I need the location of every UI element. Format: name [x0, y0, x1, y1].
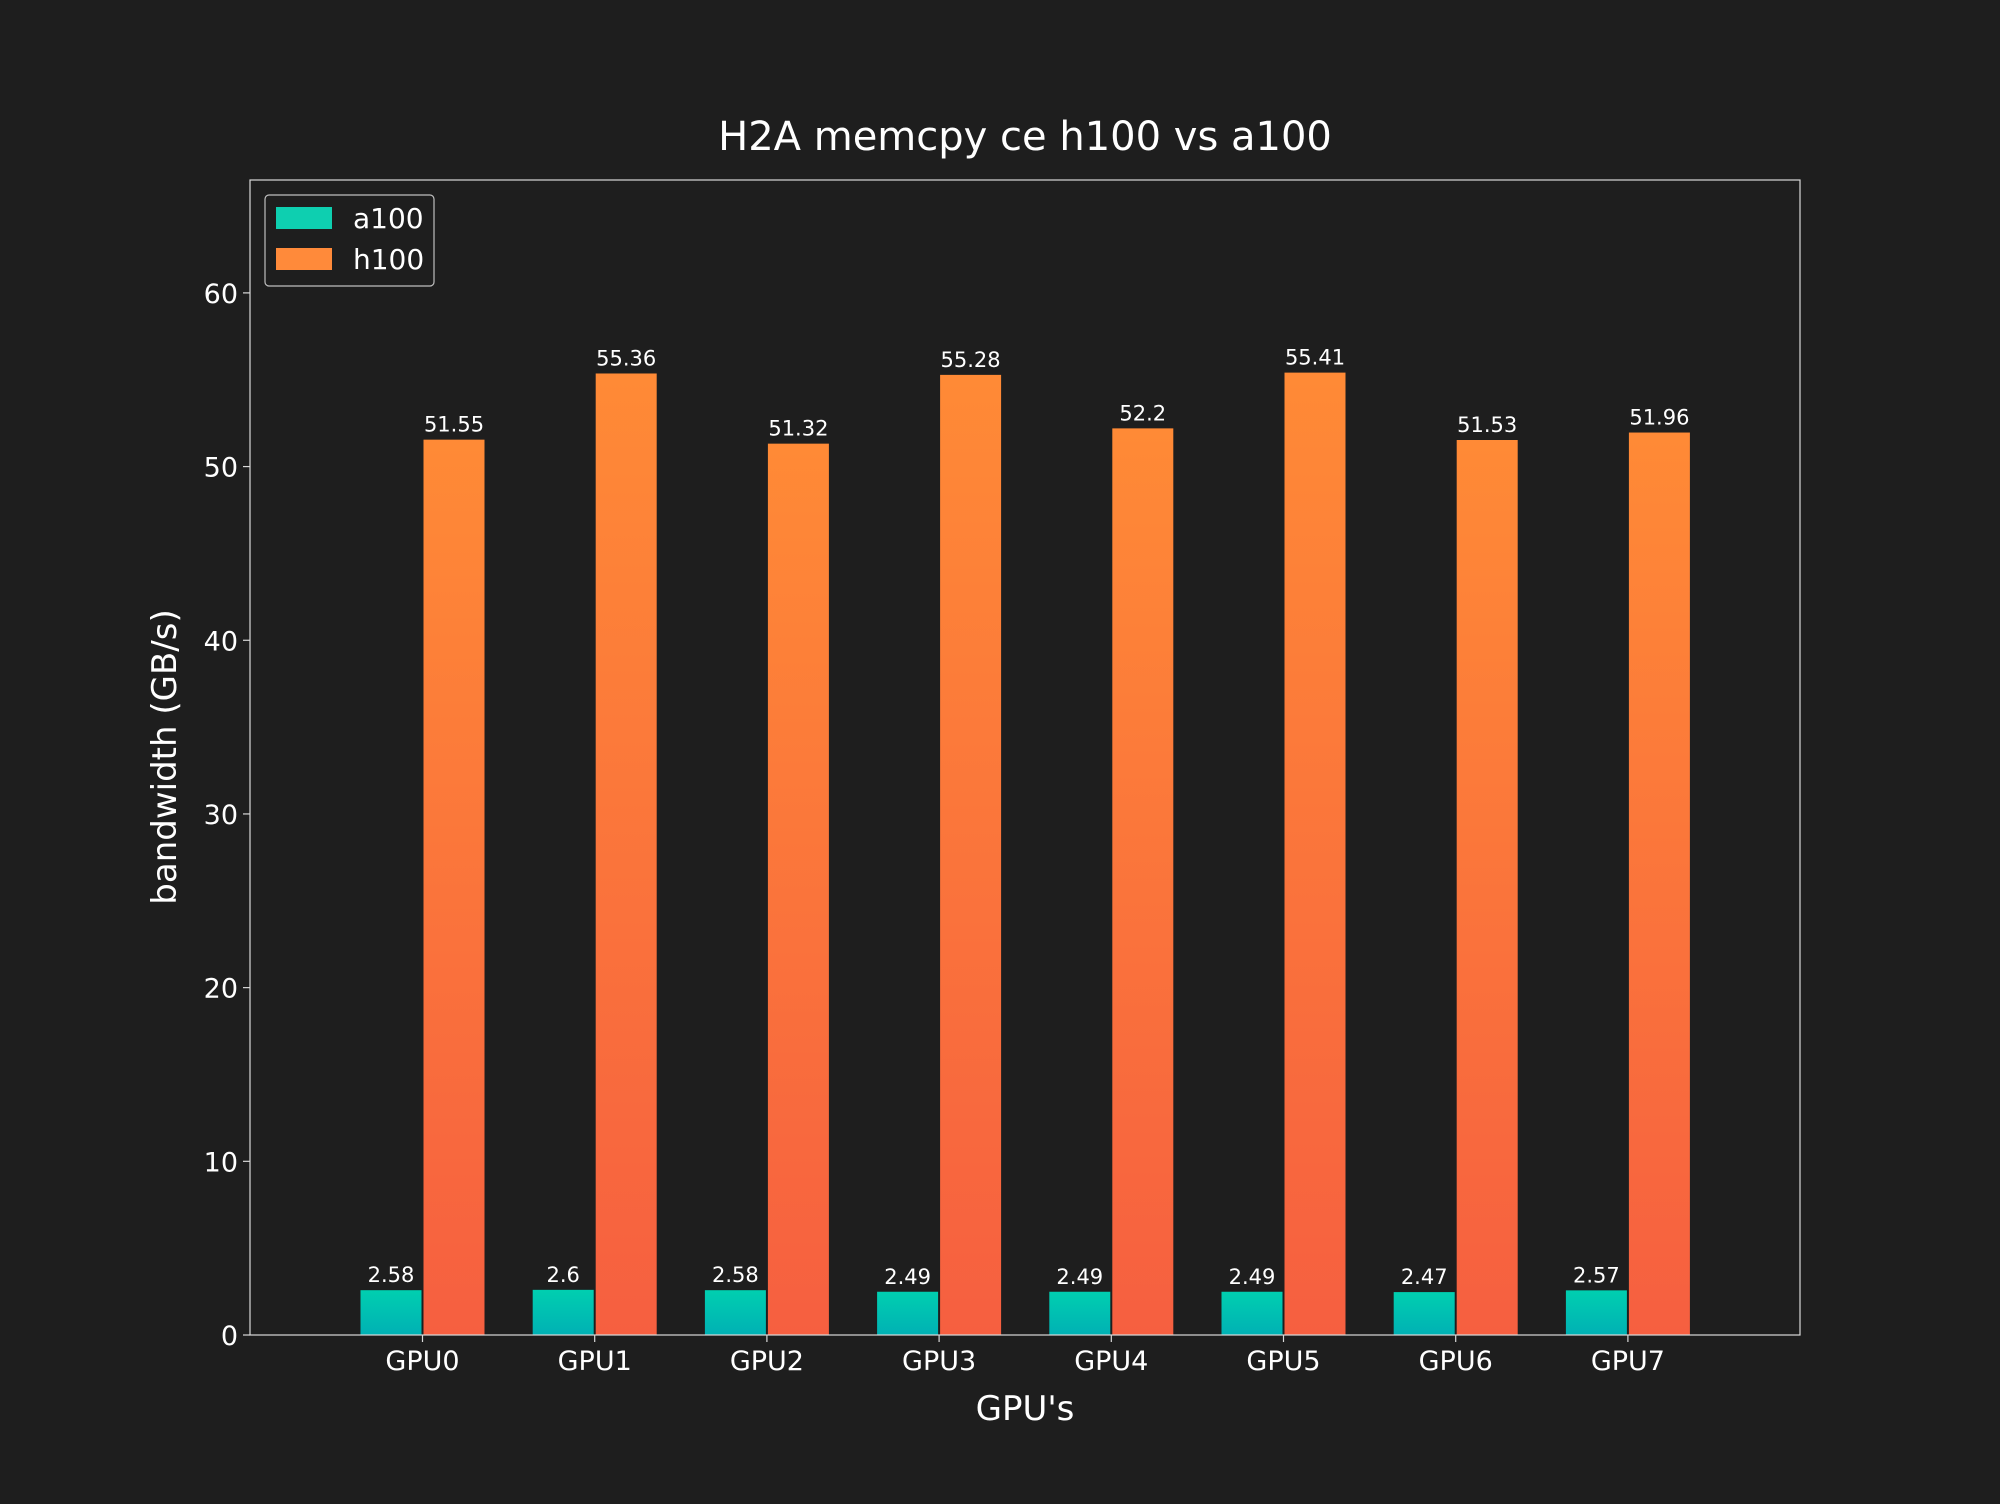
value-label-a100-GPU3: 2.49	[884, 1265, 931, 1289]
bar-a100-GPU5	[1221, 1291, 1283, 1335]
plot-frame	[249, 179, 1801, 1336]
chart-title: H2A memcpy ce h100 vs a100	[718, 114, 1332, 160]
y-tick-label-50: 50	[204, 453, 238, 484]
x-tick-label-GPU0: GPU0	[385, 1346, 459, 1377]
value-label-h100-GPU3: 55.28	[941, 348, 1001, 372]
value-label-h100-GPU5: 55.41	[1285, 346, 1345, 370]
value-label-a100-GPU7: 2.57	[1573, 1263, 1620, 1287]
legend-label-h100: h100	[353, 243, 424, 276]
y-axis-label: bandwidth (GB/s)	[145, 609, 185, 904]
value-label-a100-GPU2: 2.58	[712, 1263, 759, 1287]
y-tick-label-0: 0	[221, 1321, 238, 1352]
y-tick-label-10: 10	[204, 1147, 238, 1178]
y-tick-label-60: 60	[204, 279, 238, 310]
value-label-a100-GPU1: 2.6	[546, 1263, 579, 1287]
value-label-h100-GPU6: 51.53	[1457, 413, 1517, 437]
y-tick-label-30: 30	[204, 800, 238, 831]
value-label-h100-GPU2: 51.32	[768, 417, 828, 441]
value-label-h100-GPU1: 55.36	[596, 346, 656, 370]
y-tick-label-20: 20	[204, 974, 238, 1005]
bar-a100-GPU6	[1393, 1292, 1455, 1335]
x-tick-label-GPU2: GPU2	[730, 1346, 804, 1377]
value-label-h100-GPU7: 51.96	[1629, 406, 1689, 430]
legend-label-a100: a100	[353, 202, 424, 235]
bar-h100-GPU3	[940, 374, 1002, 1336]
value-label-a100-GPU5: 2.49	[1229, 1265, 1276, 1289]
bar-a100-GPU4	[1049, 1291, 1111, 1335]
value-label-h100-GPU4: 52.2	[1119, 401, 1166, 425]
x-tick-label-GPU6: GPU6	[1419, 1346, 1493, 1377]
bar-h100-GPU7	[1628, 432, 1690, 1335]
x-axis-label: GPU's	[976, 1389, 1075, 1429]
x-axis: GPU0 GPU1 GPU2 GPU3 GPU4 GPU5 GPU6 GPU7	[385, 1335, 1665, 1377]
y-axis: 0 10 20 30 40 50 60	[204, 279, 250, 1352]
bar-a100-GPU2	[704, 1290, 766, 1335]
value-label-a100-GPU4: 2.49	[1056, 1265, 1103, 1289]
bar-a100-GPU0	[360, 1290, 422, 1335]
bars-layer	[360, 372, 1690, 1336]
value-label-a100-GPU0: 2.58	[368, 1263, 415, 1287]
bar-h100-GPU5	[1284, 372, 1346, 1335]
value-label-h100-GPU0: 51.55	[424, 413, 484, 437]
x-tick-label-GPU4: GPU4	[1074, 1346, 1148, 1377]
bar-h100-GPU0	[423, 439, 485, 1335]
value-label-a100-GPU6: 2.47	[1401, 1265, 1448, 1289]
y-tick-label-40: 40	[204, 626, 238, 657]
x-tick-label-GPU5: GPU5	[1246, 1346, 1320, 1377]
bar-h100-GPU2	[767, 443, 829, 1336]
bar-a100-GPU1	[532, 1289, 594, 1335]
bar-a100-GPU3	[877, 1291, 939, 1335]
legend: a100 h100	[264, 194, 435, 287]
bar-a100-GPU7	[1565, 1290, 1627, 1335]
bar-h100-GPU1	[595, 373, 657, 1335]
x-tick-label-GPU3: GPU3	[902, 1346, 976, 1377]
x-tick-label-GPU1: GPU1	[558, 1346, 632, 1377]
bar-h100-GPU4	[1112, 428, 1174, 1335]
bar-h100-GPU6	[1456, 440, 1518, 1335]
value-labels-layer: 2.58 51.55 2.6 55.36 2.58 51.32 2.49 55.28 2.49 5…	[368, 346, 1690, 1289]
legend-swatch-h100	[276, 248, 332, 270]
x-tick-label-GPU7: GPU7	[1591, 1346, 1665, 1377]
legend-swatch-a100	[276, 207, 332, 229]
